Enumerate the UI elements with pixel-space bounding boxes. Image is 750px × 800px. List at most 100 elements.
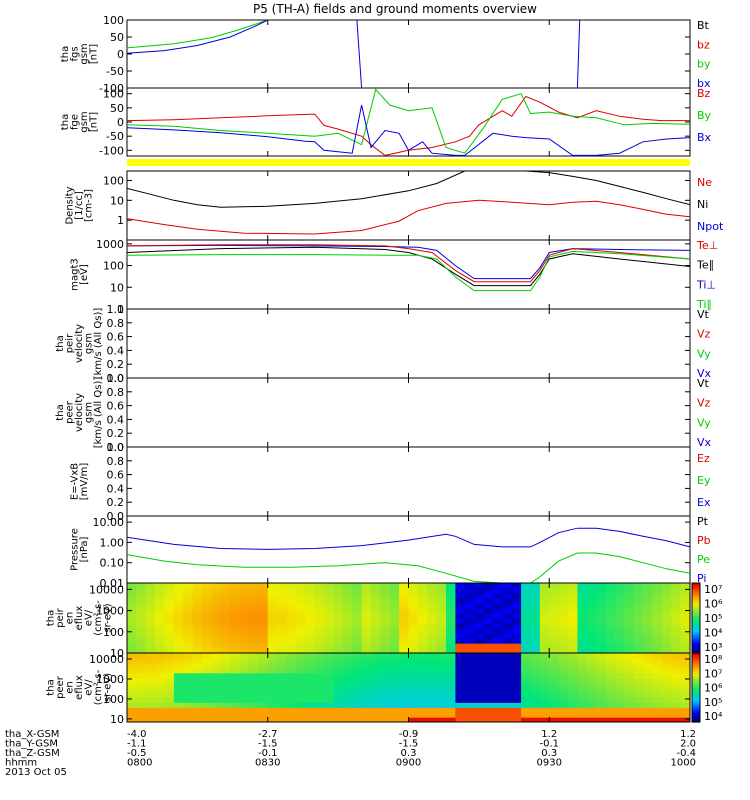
y-tick-label: 1.0	[107, 441, 125, 454]
y-tick-label: 0	[117, 116, 124, 129]
y-tick-label: -50	[106, 130, 124, 143]
y-axis-label-line: [nT]	[88, 44, 99, 64]
series-line-black	[127, 246, 690, 287]
y-tick-label: 1000	[96, 673, 124, 686]
x-row-label: hhmm	[5, 758, 37, 769]
x-axis-labels: tha_X-GSM -4.0 -2.7 -0.9 1.2 1.2 tha_Y-GSM -1.1…	[5, 729, 696, 778]
x-row-value: -2.7	[258, 729, 278, 740]
series-line-blue	[127, 20, 269, 54]
y-axis-label-line: tha	[55, 335, 66, 351]
y-tick-label: 10	[110, 281, 124, 294]
y-tick-label: 10	[110, 194, 124, 207]
y-axis-label-line: en	[65, 612, 76, 625]
y-axis-label-line: [eV]	[79, 264, 90, 285]
y-axis-label-line: gsm	[84, 333, 95, 354]
panel-temp: 1000 100 10 1 magt3[eV] Te⊥ Te∥ Ti⊥ Ti∥	[69, 238, 718, 316]
y-tick-label: 100	[103, 174, 124, 187]
y-tick-label: 0.0	[107, 372, 125, 385]
legend-entry: Vy	[697, 416, 711, 429]
series-line-green	[127, 20, 268, 49]
y-axis-label-line: gsm	[84, 402, 95, 423]
date-label: 2013 Oct 05	[5, 767, 67, 778]
y-axis-label-line: peer	[55, 675, 66, 699]
y-tick-label: -100	[99, 144, 124, 157]
y-tick-label: 0.4	[107, 413, 125, 426]
y-tick-label: 10000	[89, 583, 124, 596]
colorbar-tick-label: 10⁵	[704, 612, 722, 625]
legend-entry: Te∥	[696, 259, 714, 272]
panel-frame	[126, 308, 691, 379]
y-tick-label: 10	[110, 713, 124, 726]
y-axis-label-line: Density	[65, 186, 76, 224]
legend-entry: bx	[697, 77, 711, 90]
series-line-green	[127, 250, 690, 292]
y-axis-label-line: E=-VxB	[69, 463, 80, 500]
y-axis-label-line: tha	[55, 404, 66, 420]
y-tick-label: 1	[117, 303, 124, 316]
x-row-value: 0830	[255, 758, 280, 769]
y-tick-label: 0.8	[107, 386, 125, 399]
y-axis-label-line: [km/s (All Qs)]	[93, 308, 104, 380]
y-tick-label: 1	[117, 214, 124, 227]
legend-entry: Pb	[697, 534, 711, 547]
legend-entry: Vt	[697, 377, 710, 390]
series-group	[127, 244, 690, 292]
legend-entry: Ey	[697, 474, 711, 487]
colorbar-tick-label: 10⁸	[704, 653, 723, 666]
x-row-value: 0.3	[541, 748, 557, 759]
series-group	[127, 20, 581, 88]
legend-entry: Vy	[697, 347, 711, 360]
x-row-value: -0.4	[676, 748, 696, 759]
y-axis-label-line: peir	[55, 607, 66, 627]
legend-entry: Vz	[697, 397, 711, 410]
y-axis-label-line: tha	[60, 114, 71, 130]
y-axis-label: Density[1/cc][cm-3]	[65, 186, 95, 224]
y-tick-label: 0.8	[107, 317, 125, 330]
spectrogram-peir_flux	[127, 583, 690, 653]
colorbar-tick-label: 10⁵	[704, 696, 722, 709]
legend-entry: Ez	[697, 452, 710, 465]
y-axis-label-line: [nPa]	[79, 536, 90, 562]
colorbar-tick-label: 10⁶	[704, 682, 723, 695]
y-tick-label: 0.10	[100, 557, 125, 570]
y-axis-label-line: eflux	[74, 606, 85, 631]
x-row-value: 1.2	[680, 729, 696, 740]
y-tick-label: 0.2	[107, 496, 125, 509]
y-tick-label: 0.4	[107, 482, 125, 495]
x-row-value: -1.5	[258, 739, 278, 750]
legend-entry: Ti∥	[696, 298, 712, 311]
y-tick-label: 0.6	[107, 331, 125, 344]
panel-frame	[126, 87, 691, 157]
y-axis-label-line: (cm²-s-	[93, 600, 104, 636]
x-row-label: tha_Z-GSM	[5, 748, 60, 759]
legend-entry: Vx	[697, 367, 712, 380]
y-tick-label: 1.0	[107, 372, 125, 385]
legend-entry: Bt	[697, 19, 710, 32]
series-group	[127, 171, 690, 235]
y-tick-label: 0.2	[107, 358, 125, 371]
series-line-green	[127, 88, 690, 154]
y-tick-label: 1000	[96, 238, 124, 251]
y-tick-label: 0.6	[107, 469, 125, 482]
y-axis-label-line: eflux	[74, 675, 85, 700]
x-row-value: -1.5	[399, 739, 419, 750]
y-tick-label: 100	[103, 626, 124, 639]
y-axis-label-line: tha	[46, 610, 57, 626]
x-row-value: 1000	[671, 758, 696, 769]
y-tick-label: -50	[106, 65, 124, 78]
y-axis-label-line: peir	[65, 333, 76, 353]
y-tick-label: 0.2	[107, 427, 125, 440]
x-row-value: -4.0	[127, 729, 147, 740]
y-axis-label-line: gsm	[79, 111, 90, 132]
y-axis-label-line: [1/cc]	[74, 191, 85, 220]
y-tick-label: 10000	[89, 653, 124, 666]
